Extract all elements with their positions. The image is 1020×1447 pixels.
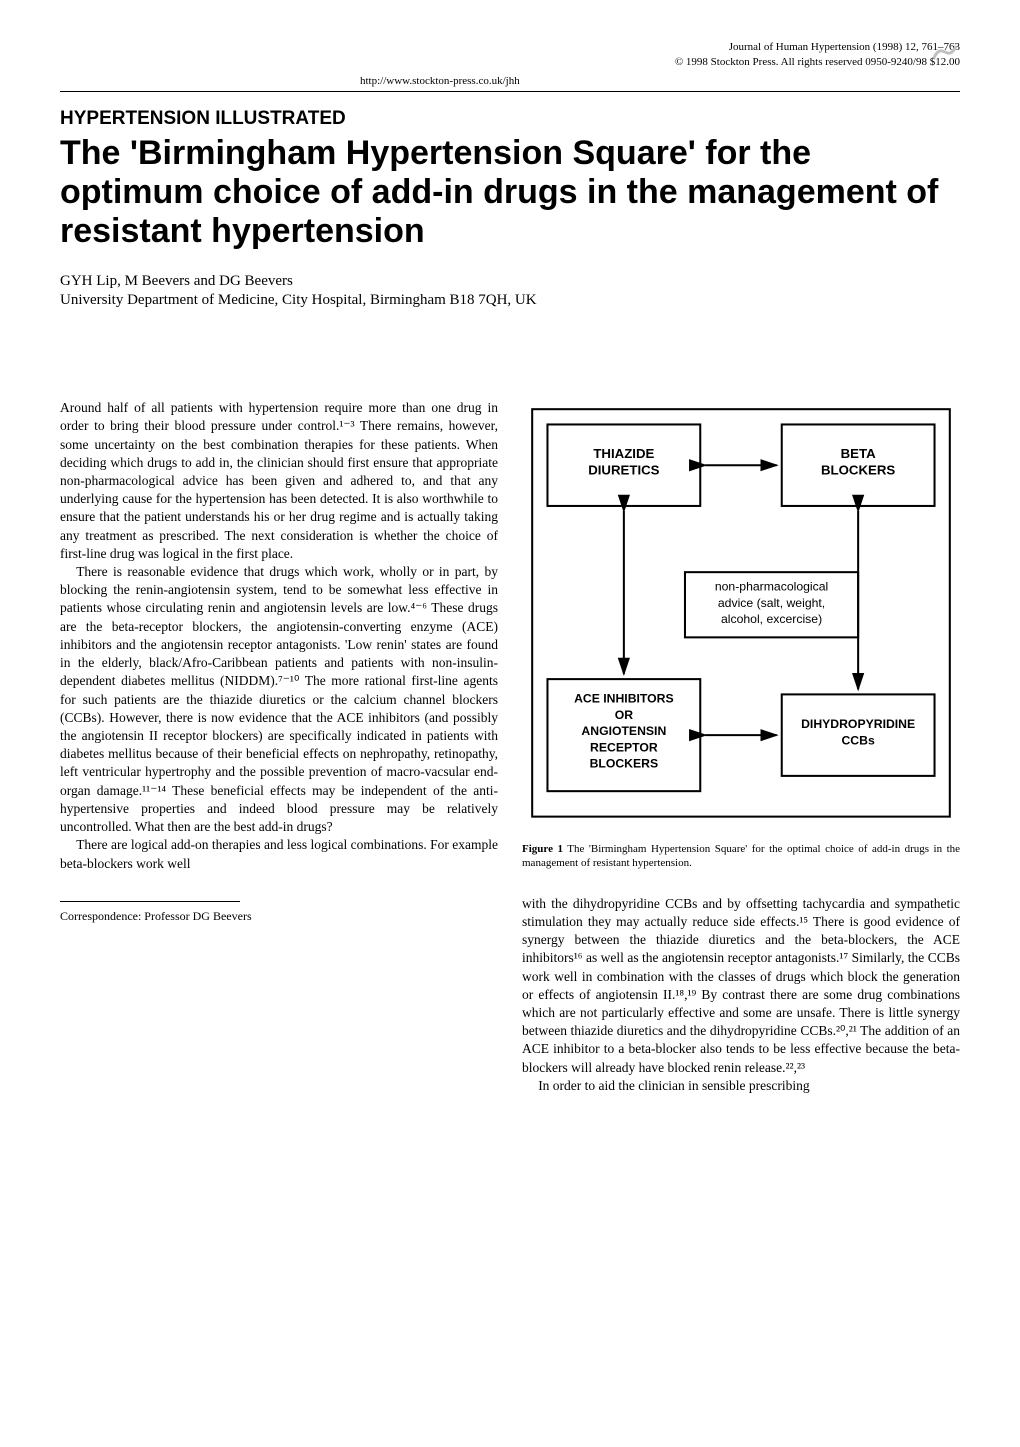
figure-caption-text: The 'Birmingham Hypertension Square' for… bbox=[522, 843, 960, 869]
paragraph-4: with the dihydropyridine CCBs and by off… bbox=[522, 895, 960, 1077]
journal-line1: Journal of Human Hypertension (1998) 12,… bbox=[60, 40, 960, 55]
fig-c-2: advice (salt, weight, bbox=[718, 596, 825, 610]
fig-tr-2: BLOCKERS bbox=[821, 462, 895, 477]
paragraph-5: In order to aid the clinician in sensibl… bbox=[522, 1077, 960, 1095]
fig-br-2: CCBs bbox=[841, 733, 874, 747]
journal-line2: © 1998 Stockton Press. All rights reserv… bbox=[60, 55, 960, 70]
fig-c-3: alcohol, excercise) bbox=[721, 612, 822, 626]
fig-bl-5: BLOCKERS bbox=[590, 757, 659, 771]
fig-bl-2: OR bbox=[615, 708, 634, 722]
header-rule bbox=[60, 91, 960, 92]
correspondence-footnote: Correspondence: Professor DG Beevers bbox=[60, 908, 498, 924]
paragraph-1: Around half of all patients with hyperte… bbox=[60, 399, 498, 563]
fig-tl-2: DIURETICS bbox=[588, 462, 659, 477]
affiliation: University Department of Medicine, City … bbox=[60, 292, 960, 309]
right-column: THIAZIDE DIURETICS BETA BLOCKERS ACE INH… bbox=[522, 399, 960, 1095]
fig-tl-1: THIAZIDE bbox=[593, 446, 654, 461]
journal-meta: Journal of Human Hypertension (1998) 12,… bbox=[60, 40, 960, 71]
authors: GYH Lip, M Beevers and DG Beevers bbox=[60, 273, 960, 290]
paper-title: The 'Birmingham Hypertension Square' for… bbox=[60, 134, 960, 251]
figure-caption-label: Figure 1 bbox=[522, 843, 563, 855]
paragraph-3: There are logical add-on therapies and l… bbox=[60, 836, 498, 872]
fig-c-1: non-pharmacological bbox=[715, 580, 828, 594]
publisher-logo bbox=[930, 40, 960, 64]
footnote-rule bbox=[60, 901, 240, 902]
section-label: HYPERTENSION ILLUSTRATED bbox=[60, 108, 960, 130]
fig-bl-3: ANGIOTENSIN bbox=[581, 724, 666, 738]
fig-bl-1: ACE INHIBITORS bbox=[574, 692, 674, 706]
left-column: Around half of all patients with hyperte… bbox=[60, 399, 498, 1095]
fig-tr-1: BETA bbox=[841, 446, 876, 461]
fig-bl-4: RECEPTOR bbox=[590, 740, 658, 754]
body-columns: Around half of all patients with hyperte… bbox=[60, 399, 960, 1095]
figure-svg: THIAZIDE DIURETICS BETA BLOCKERS ACE INH… bbox=[522, 399, 960, 827]
paragraph-2: There is reasonable evidence that drugs … bbox=[60, 563, 498, 836]
figure-1: THIAZIDE DIURETICS BETA BLOCKERS ACE INH… bbox=[522, 399, 960, 832]
journal-url: http://www.stockton-press.co.uk/jhh bbox=[360, 75, 960, 87]
fig-br-1: DIHYDROPYRIDINE bbox=[801, 717, 915, 731]
figure-caption: Figure 1 The 'Birmingham Hypertension Sq… bbox=[522, 842, 960, 871]
